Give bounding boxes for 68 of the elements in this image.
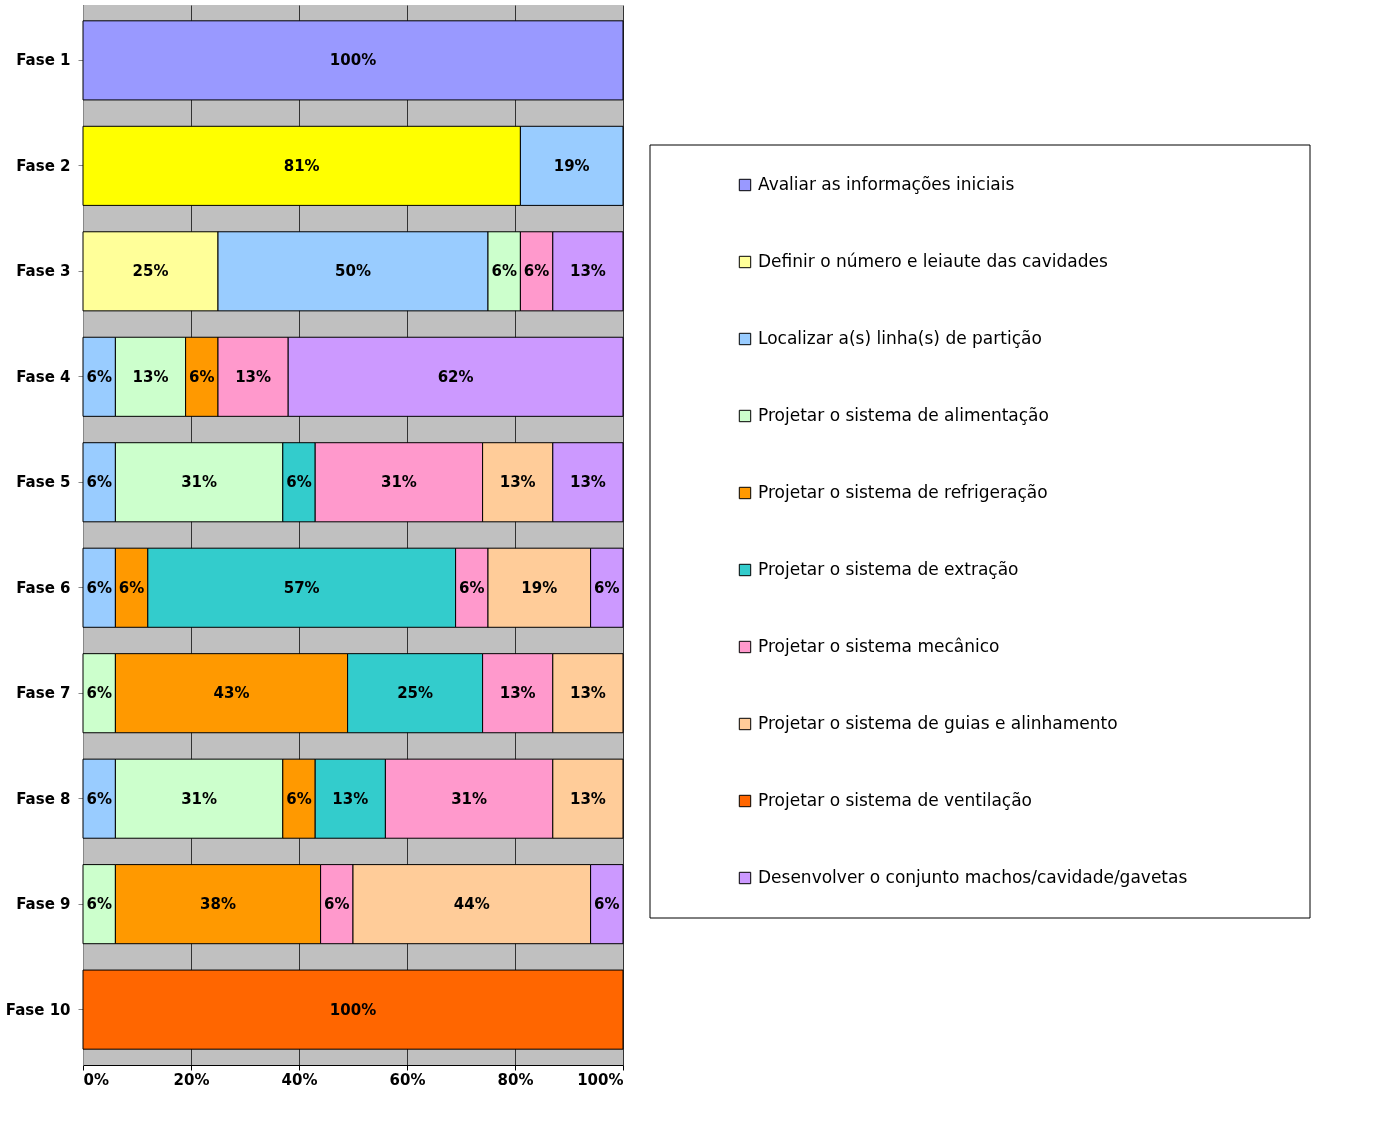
x-tick-label: 100% bbox=[577, 1070, 624, 1089]
y-tick-label: Fase 8 bbox=[16, 789, 71, 808]
data-label: 6% bbox=[594, 578, 620, 597]
data-label: 19% bbox=[553, 156, 590, 175]
data-label: 13% bbox=[569, 262, 606, 281]
data-label: 25% bbox=[397, 684, 434, 703]
data-label: 31% bbox=[181, 789, 218, 808]
data-label: 62% bbox=[437, 367, 474, 386]
data-label: 6% bbox=[86, 367, 112, 386]
data-label: 13% bbox=[569, 684, 606, 703]
data-label: 100% bbox=[329, 51, 377, 70]
data-label: 6% bbox=[118, 578, 145, 597]
data-label: 6% bbox=[491, 262, 517, 281]
data-label: 6% bbox=[286, 473, 312, 492]
legend-label: Definir o número e leiaute das cavidades bbox=[758, 251, 1108, 271]
y-tick-label: Fase 1 bbox=[16, 51, 71, 70]
x-tick-label: 80% bbox=[497, 1070, 534, 1089]
data-label: 6% bbox=[459, 578, 485, 597]
y-tick-label: Fase 2 bbox=[16, 156, 71, 175]
legend-label: Projetar o sistema de ventilação bbox=[758, 790, 1033, 810]
data-label: 6% bbox=[86, 684, 112, 703]
data-label: 13% bbox=[569, 789, 606, 808]
legend-label: Projetar o sistema mecânico bbox=[758, 636, 1000, 656]
legend-label: Localizar a(s) linha(s) de partição bbox=[758, 328, 1042, 348]
data-label: 6% bbox=[86, 578, 112, 597]
legend-label: Projetar o sistema de guias e alinhamento bbox=[758, 713, 1118, 733]
data-label: 57% bbox=[283, 578, 320, 597]
data-label: 13% bbox=[569, 473, 606, 492]
data-label: 31% bbox=[380, 473, 417, 492]
data-label: 6% bbox=[286, 789, 312, 808]
data-label: 13% bbox=[332, 789, 369, 808]
data-label: 31% bbox=[181, 473, 218, 492]
y-tick-label: Fase 9 bbox=[16, 895, 71, 914]
data-label: 13% bbox=[132, 367, 169, 386]
data-label: 6% bbox=[86, 789, 112, 808]
data-label: 13% bbox=[235, 367, 272, 386]
data-label: 6% bbox=[523, 262, 550, 281]
x-tick-label: 0% bbox=[83, 1070, 109, 1089]
legend-label: Avaliar as informações iniciais bbox=[758, 174, 1015, 194]
data-label: 44% bbox=[453, 895, 490, 914]
y-tick-label: Fase 5 bbox=[16, 473, 71, 492]
legend-label: Projetar o sistema de extração bbox=[758, 559, 1019, 579]
legend-label: Projetar o sistema de refrigeração bbox=[758, 482, 1048, 502]
data-label: 38% bbox=[200, 895, 236, 914]
data-label: 6% bbox=[86, 473, 112, 492]
x-tick-label: 40% bbox=[281, 1070, 318, 1089]
y-tick-label: Fase 6 bbox=[16, 578, 71, 597]
data-label: 25% bbox=[132, 262, 169, 281]
data-label: 6% bbox=[189, 367, 215, 386]
x-tick-label: 60% bbox=[389, 1070, 426, 1089]
data-label: 50% bbox=[335, 262, 371, 281]
data-label: 13% bbox=[499, 684, 536, 703]
y-tick-label: Fase 4 bbox=[16, 367, 71, 386]
data-label: 6% bbox=[86, 895, 112, 914]
data-label: 100% bbox=[329, 1000, 377, 1019]
data-label: 13% bbox=[499, 473, 536, 492]
legend-label: Desenvolver o conjunto machos/cavidade/gavetas bbox=[758, 867, 1188, 887]
y-tick-label: Fase 10 bbox=[5, 1000, 71, 1019]
x-tick-label: 20% bbox=[173, 1070, 210, 1089]
legend-label: Projetar o sistema de alimentação bbox=[758, 405, 1049, 425]
data-label: 31% bbox=[451, 789, 488, 808]
data-label: 6% bbox=[594, 895, 620, 914]
data-label: 43% bbox=[213, 684, 250, 703]
y-tick-label: Fase 7 bbox=[16, 684, 71, 703]
data-label: 81% bbox=[283, 156, 320, 175]
y-tick-label: Fase 3 bbox=[16, 262, 71, 281]
data-label: 19% bbox=[521, 578, 558, 597]
data-label: 6% bbox=[324, 895, 350, 914]
